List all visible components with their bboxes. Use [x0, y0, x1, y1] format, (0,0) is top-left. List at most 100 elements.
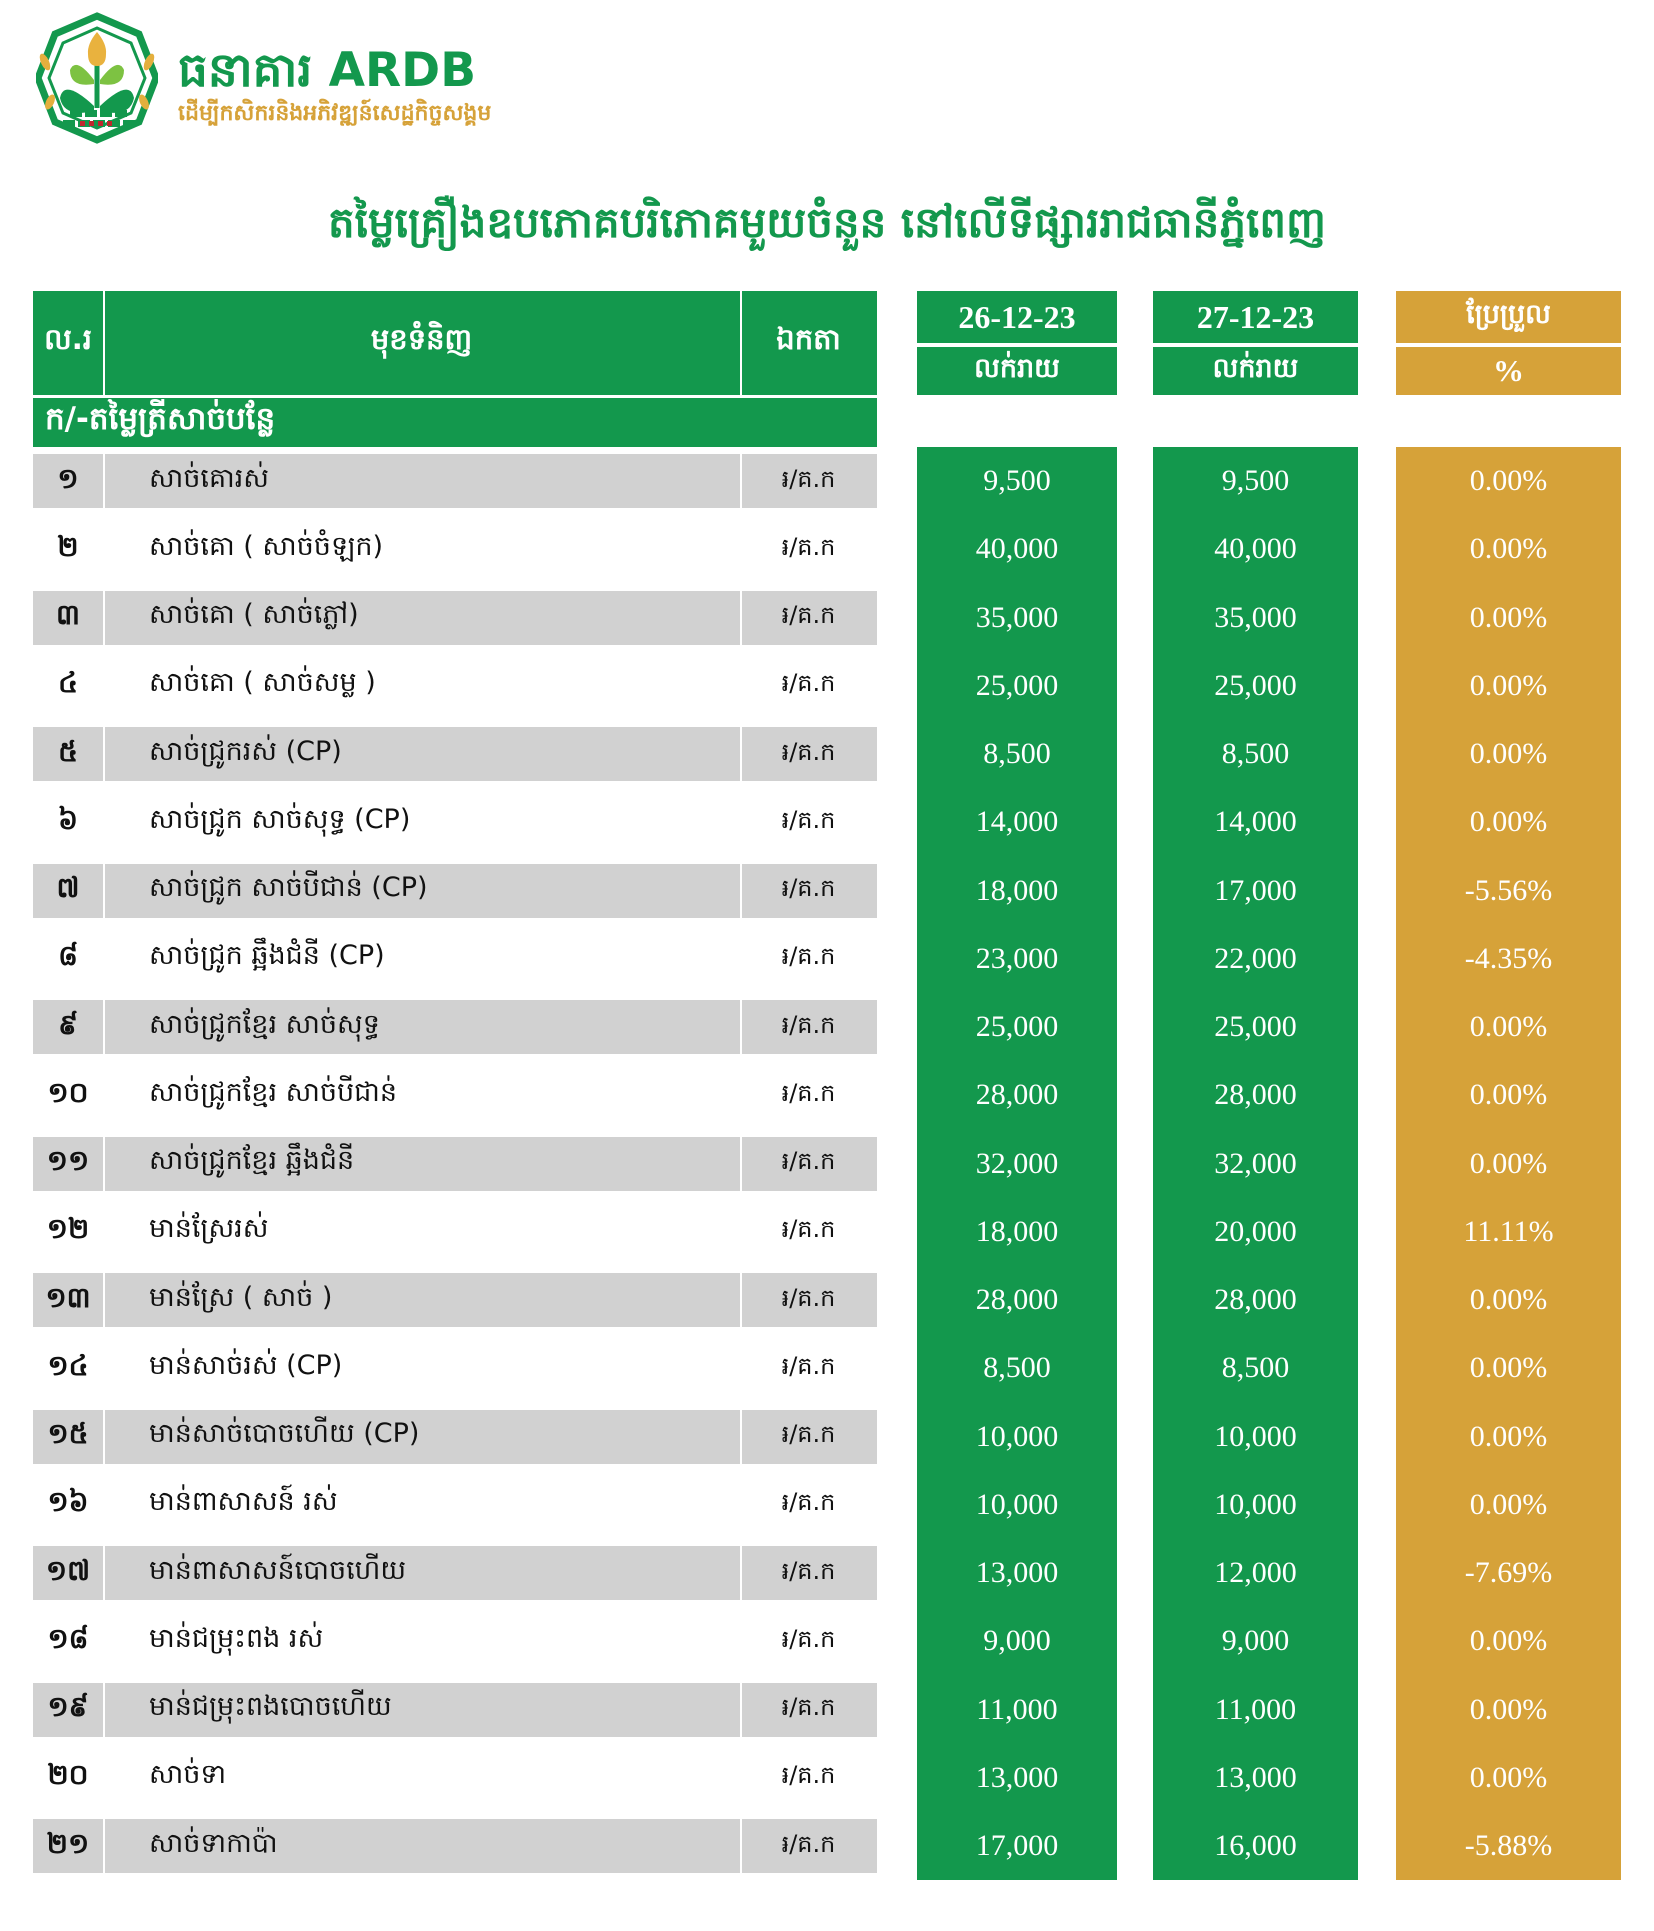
table-row: ១២ មាន់ស្រែរស់ ៛/គ.ក 18,000 20,000 11.11… — [33, 1198, 1621, 1266]
item-unit: ៛/គ.ក — [781, 942, 836, 971]
change-percent: 0.00% — [1469, 464, 1548, 498]
change-percent: 0.00% — [1469, 600, 1548, 634]
item-name: សាច់ជ្រូក សាច់បីជាន់ (CP) — [149, 872, 428, 904]
retail-price-day2: 40,000 — [1214, 532, 1297, 566]
column-header-no: ល.រ — [44, 322, 92, 356]
retail-price-day1: 17,000 — [975, 1829, 1059, 1863]
table-row: ១៨ មាន់ជម្រុះពង រស់ ៛/គ.ក 9,000 9,000 0.… — [33, 1607, 1621, 1675]
retail-price-day2: 9,500 — [1221, 464, 1290, 498]
table-row: ១៦ មាន់ពាសាសន៍ រស់ ៛/គ.ក 10,000 10,000 0… — [33, 1471, 1621, 1539]
item-unit: ៛/គ.ក — [781, 1761, 836, 1790]
table-row: ៩ សាច់ជ្រូកខ្មែរ សាច់សុទ្ធ ៛/គ.ក 25,000 … — [33, 993, 1621, 1061]
retail-price-day1: 25,000 — [975, 1010, 1059, 1044]
date-2-label: 27-12-23 — [1153, 291, 1358, 343]
item-name: សាច់គោ ( សាច់ភ្លៅ) — [149, 599, 359, 631]
row-number: ៤ — [58, 666, 78, 700]
retail-price-day1: 9,000 — [983, 1624, 1051, 1658]
change-percent: 0.00% — [1469, 737, 1548, 771]
retail-price-day1: 11,000 — [976, 1692, 1058, 1726]
change-percent: 11.11% — [1463, 1214, 1554, 1248]
column-divider — [103, 291, 105, 395]
table-rows: ១ សាច់គោរស់ ៛/គ.ក 9,500 9,500 0.00% ២ សា… — [33, 447, 1621, 1880]
row-band — [33, 1409, 877, 1464]
date-1-label: 26-12-23 — [917, 291, 1117, 343]
retail-price-day1: 10,000 — [975, 1419, 1059, 1453]
column-header-unit: ឯកតា — [776, 322, 841, 356]
item-name: មាន់ពាសាសន៍ រស់ — [149, 1486, 338, 1518]
retail-price-day2: 10,000 — [1214, 1419, 1297, 1453]
row-band — [33, 1000, 877, 1054]
change-percent: 0.00% — [1469, 1078, 1548, 1112]
retail-price-day1: 40,000 — [975, 532, 1059, 566]
retail-price-day1: 25,000 — [975, 668, 1059, 702]
price-table: ល.រ មុខទំនិញ ឯកតា 26-12-23 លក់រាយ 27-12-… — [33, 291, 1621, 1880]
retail-price-day2: 9,000 — [1221, 1624, 1290, 1658]
brand-tagline: ដើម្បីកសិករនិងអភិវឌ្ឍន៍សេដ្ឋកិច្ចសង្គម — [178, 101, 492, 127]
row-number: ១៩ — [47, 1690, 89, 1724]
row-number: ៧ — [56, 871, 80, 905]
change-percent: 0.00% — [1469, 1487, 1548, 1521]
table-row: ១ សាច់គោរស់ ៛/គ.ក 9,500 9,500 0.00% — [33, 447, 1621, 515]
item-name: សាច់ជ្រូកខ្មែរ សាច់សុទ្ធ — [149, 1008, 380, 1040]
row-band — [33, 1136, 877, 1191]
change-percent: 0.00% — [1469, 668, 1548, 702]
retail-price-day2: 20,000 — [1214, 1214, 1297, 1248]
row-number: ១៧ — [45, 1553, 91, 1587]
row-number: ១៣ — [45, 1280, 91, 1314]
item-unit: ៛/គ.ក — [781, 1556, 836, 1585]
row-band — [33, 795, 877, 850]
row-number: ១០ — [47, 1075, 89, 1109]
column-header-date-1: 26-12-23 លក់រាយ — [917, 291, 1117, 395]
change-percent: 0.00% — [1469, 1419, 1548, 1453]
table-row: ១០ សាច់ជ្រូកខ្មែរ សាច់បីជាន់ ៛/គ.ក 28,00… — [33, 1061, 1621, 1129]
item-name: សាច់ជ្រូក ឆ្អឹងជំនី (CP) — [149, 940, 385, 972]
row-band — [33, 1546, 877, 1600]
brand-header: ធនាគារ ARDB ដើម្បីកសិករនិងអភិវឌ្ឍន៍សេដ្ឋ… — [36, 10, 491, 146]
change-percent: 0.00% — [1469, 1624, 1548, 1658]
item-name: មាន់ជម្រុះពង រស់ — [149, 1622, 324, 1654]
row-band — [33, 1341, 877, 1396]
row-band — [33, 727, 877, 781]
retail-price-day2: 8,500 — [1221, 737, 1290, 771]
retail-price-day2: 10,000 — [1214, 1487, 1297, 1521]
price-column-2-background — [1153, 447, 1358, 1880]
change-percent: 0.00% — [1469, 1146, 1548, 1180]
row-number: ១១ — [46, 1144, 90, 1178]
retail-price-day2: 28,000 — [1214, 1078, 1297, 1112]
item-name: មាន់សាច់រស់ (CP) — [149, 1349, 343, 1381]
row-band — [33, 863, 877, 918]
item-unit: ៛/គ.ក — [781, 1488, 836, 1517]
item-unit: ៛/គ.ក — [781, 805, 836, 834]
item-name: មាន់ពាសាសន៍បោចហើយ — [149, 1554, 407, 1586]
item-name: សាច់ទា — [149, 1759, 227, 1791]
row-number: ២ — [57, 529, 79, 563]
item-name: សាច់ជ្រូក សាច់សុទ្ធ (CP) — [149, 803, 411, 835]
table-row: ៧ សាច់ជ្រូក សាច់បីជាន់ (CP) ៛/គ.ក 18,000… — [33, 857, 1621, 925]
retail-price-day1: 10,000 — [975, 1487, 1059, 1521]
retail-price-day1: 28,000 — [975, 1078, 1059, 1112]
item-unit: ៛/គ.ក — [781, 464, 836, 493]
section-header: ក/-តម្លៃត្រីសាច់បន្លែ — [33, 398, 877, 447]
table-row: ៥ សាច់ជ្រូករស់ (CP) ៛/គ.ក 8,500 8,500 0.… — [33, 720, 1621, 788]
item-name: សាច់ទាកាប៉ា — [149, 1827, 278, 1859]
retail-price-day2: 11,000 — [1214, 1692, 1297, 1726]
change-percent: 0.00% — [1469, 532, 1548, 566]
ardb-logo-icon — [36, 12, 158, 144]
column-divider — [740, 291, 742, 395]
table-row: ១៧ មាន់ពាសាសន៍បោចហើយ ៛/គ.ក 13,000 12,000… — [33, 1539, 1621, 1607]
retail-price-day1: 8,500 — [983, 737, 1051, 771]
change-percent: 0.00% — [1469, 1010, 1548, 1044]
item-unit: ៛/គ.ក — [781, 1624, 836, 1653]
table-header-left: ល.រ មុខទំនិញ ឯកតា — [33, 291, 877, 395]
table-row: ៤ សាច់គោ ( សាច់សម្ល ) ៛/គ.ក 25,000 25,00… — [33, 652, 1621, 720]
column-header-item: មុខទំនិញ — [370, 322, 473, 356]
change-percent: 0.00% — [1469, 1283, 1548, 1317]
change-percent: -5.88% — [1464, 1829, 1553, 1863]
table-row: ១៣ មាន់ស្រែ ( សាច់ ) ៛/គ.ក 28,000 28,000… — [33, 1266, 1621, 1334]
retail-price-day2: 25,000 — [1214, 1010, 1297, 1044]
row-band — [33, 1477, 877, 1532]
item-unit: ៛/គ.ក — [781, 1215, 836, 1244]
item-name: មាន់ជម្រុះពងបោចហើយ — [149, 1691, 392, 1723]
table-row: ២ សាច់គោ ( សាច់ចំឡក) ៛/គ.ក 40,000 40,000… — [33, 515, 1621, 583]
item-name: សាច់ជ្រូករស់ (CP) — [149, 735, 342, 767]
